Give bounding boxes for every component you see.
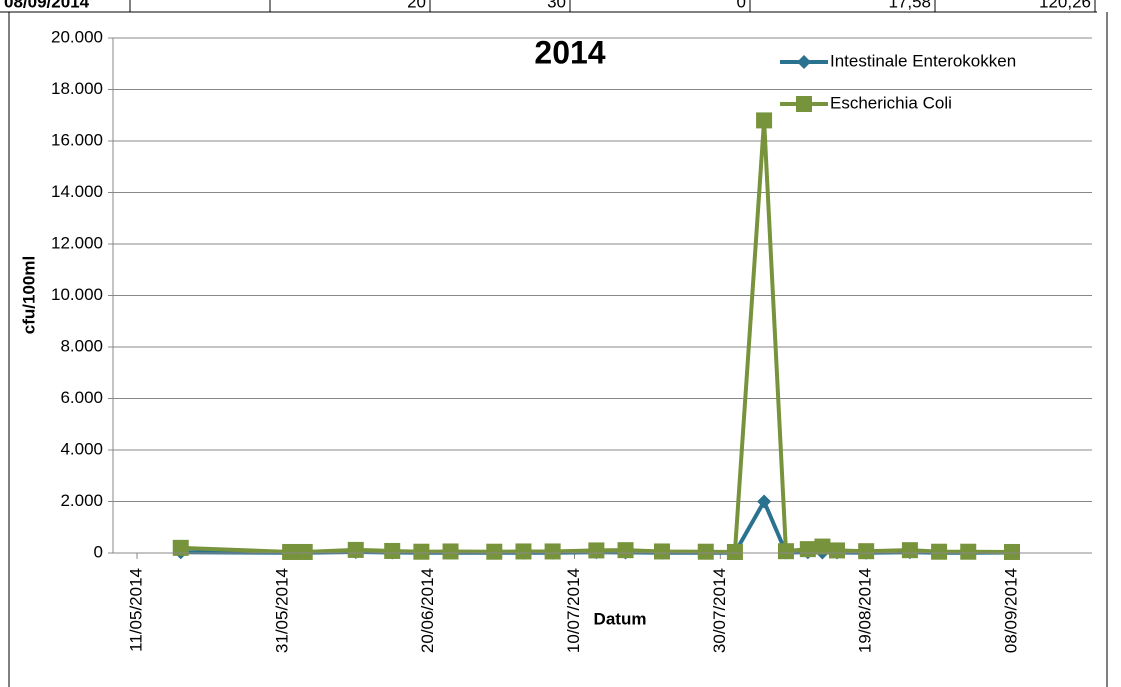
table-cell: 0 — [737, 0, 746, 11]
marker — [757, 494, 772, 509]
y-axis-label: cfu/100ml — [19, 256, 38, 334]
y-tick-label: 18.000 — [51, 79, 103, 98]
marker — [282, 543, 299, 560]
y-tick-label: 12.000 — [51, 233, 103, 252]
marker — [296, 543, 313, 560]
marker — [172, 539, 189, 556]
marker — [1004, 543, 1020, 560]
marker — [654, 543, 670, 560]
legend-marker — [797, 55, 811, 69]
table-cell: 17,58 — [888, 0, 931, 11]
table-cell: 08/09/2014 — [4, 0, 90, 11]
x-tick-label: 10/07/2014 — [564, 568, 583, 653]
x-tick-label: 19/08/2014 — [856, 568, 875, 653]
legend-marker — [796, 96, 812, 112]
marker — [442, 543, 459, 560]
marker — [931, 543, 948, 560]
table-row: 08/09/2014 20 30 0 17,58 120,26 — [0, 0, 1097, 13]
marker — [814, 538, 831, 555]
table-cell: 120,26 — [1039, 0, 1091, 11]
y-tick-label: 10.000 — [51, 285, 103, 304]
marker — [384, 542, 401, 559]
y-tick-label: 20.000 — [51, 27, 103, 46]
marker — [799, 541, 816, 558]
marker — [901, 542, 918, 559]
table-cell: 30 — [547, 0, 566, 11]
marker — [486, 543, 503, 560]
x-tick-label: 20/06/2014 — [418, 568, 437, 653]
marker — [777, 543, 794, 560]
chart-title: 2014 — [534, 34, 605, 70]
x-tick-label: 08/09/2014 — [1001, 568, 1020, 653]
marker — [960, 543, 977, 560]
marker — [697, 543, 714, 560]
y-tick-label: 16.000 — [51, 130, 103, 149]
marker — [617, 542, 634, 559]
y-tick-label: 6.000 — [60, 388, 103, 407]
marker — [413, 543, 430, 560]
y-tick-label: 2.000 — [60, 491, 103, 510]
table-cell: 20 — [407, 0, 426, 11]
y-tick-label: 14.000 — [51, 182, 103, 201]
y-tick-label: 4.000 — [60, 439, 103, 458]
marker — [829, 542, 845, 559]
y-tick-label: 0 — [94, 542, 103, 561]
marker — [726, 543, 743, 560]
legend-label: Escherichia Coli — [830, 93, 952, 112]
y-tick-label: 8.000 — [60, 336, 103, 355]
legend-label: Intestinale Enterokokken — [830, 51, 1016, 70]
x-axis-label: Datum — [594, 609, 647, 628]
marker — [756, 112, 773, 129]
marker — [544, 543, 561, 560]
x-tick-label: 31/05/2014 — [272, 568, 291, 653]
marker — [515, 543, 532, 560]
marker — [588, 542, 605, 559]
x-tick-label: 30/07/2014 — [710, 568, 729, 653]
marker — [858, 543, 875, 560]
x-tick-label: 11/05/2014 — [126, 568, 145, 652]
marker — [347, 541, 364, 558]
